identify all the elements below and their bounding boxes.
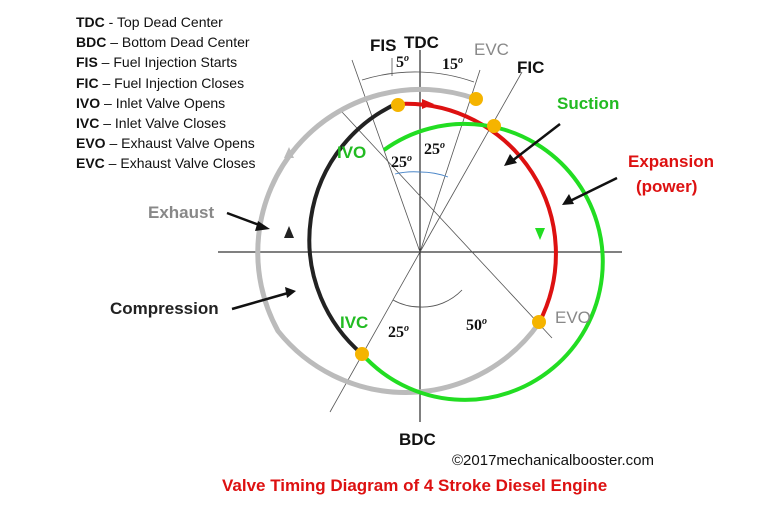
ivc-point bbox=[355, 347, 369, 361]
evo-angle-arc bbox=[419, 289, 463, 308]
evo-point bbox=[532, 315, 546, 329]
ivc-angle-value: 25o bbox=[388, 323, 409, 342]
degree-mark: o bbox=[458, 55, 463, 66]
fis-label: FIS bbox=[370, 36, 397, 55]
expansion-arc bbox=[397, 101, 558, 324]
exhaust-pointer bbox=[226, 211, 263, 228]
diagram-caption: Valve Timing Diagram of 4 Stroke Diesel … bbox=[222, 476, 608, 495]
ivo-angle-arc-b bbox=[419, 171, 449, 178]
bdc-label: BDC bbox=[399, 430, 436, 449]
legend-abbr: EVC bbox=[76, 155, 105, 172]
legend-item: EVO – Exhaust Valve Opens bbox=[76, 133, 256, 153]
power-label: (power) bbox=[636, 177, 698, 196]
fis-line bbox=[351, 59, 421, 253]
compression-arc bbox=[307, 101, 399, 356]
legend-item: EVC – Exhaust Valve Closes bbox=[76, 153, 256, 173]
evc-angle-arc bbox=[419, 71, 475, 83]
degree-mark: o bbox=[404, 323, 409, 334]
compression-label: Compression bbox=[110, 299, 219, 318]
compression-direction-arrow bbox=[284, 226, 294, 238]
angle-number: 25 bbox=[424, 141, 440, 158]
evo-label: EVO bbox=[555, 308, 591, 327]
expansion-pointer bbox=[569, 176, 618, 203]
evo-angle-value: 50o bbox=[466, 316, 487, 335]
ivo-angle-arc bbox=[394, 171, 421, 175]
angle-number: 25 bbox=[391, 154, 407, 171]
copyright-text: ©2017mechanicalbooster.com bbox=[452, 452, 655, 469]
fis-angle-arc bbox=[361, 71, 421, 81]
exhaust-label: Exhaust bbox=[148, 203, 215, 222]
ivo-evo-line bbox=[341, 111, 553, 339]
legend-abbr: IVC bbox=[76, 115, 100, 132]
legend-sep: – bbox=[100, 94, 116, 111]
legend-text: Inlet Valve Opens bbox=[115, 94, 226, 111]
degree-mark: o bbox=[482, 316, 487, 327]
legend-item: FIS – Fuel Injection Starts bbox=[76, 52, 256, 72]
degree-mark: o bbox=[407, 153, 412, 164]
ivo-label: IVO bbox=[337, 143, 367, 162]
evc-point bbox=[469, 92, 483, 106]
degree-mark: o bbox=[404, 53, 409, 64]
exhaust-direction-arrow bbox=[284, 147, 294, 158]
legend-abbr: BDC bbox=[76, 34, 107, 51]
fic-label: FIC bbox=[517, 58, 545, 77]
legend-sep: - bbox=[104, 14, 117, 30]
ivo-angle-value: 25o bbox=[391, 153, 412, 172]
legend-text: Fuel Injection Closes bbox=[114, 74, 245, 91]
legend-abbr: EVO bbox=[76, 135, 106, 152]
compression-pointer-head bbox=[285, 287, 296, 298]
suction-pointer-head bbox=[504, 154, 517, 166]
legend-text: Bottom Dead Center bbox=[121, 34, 250, 51]
legend-text: Top Dead Center bbox=[116, 14, 223, 30]
suction-direction-arrow bbox=[535, 228, 545, 240]
legend-text: Inlet Valve Closes bbox=[114, 115, 226, 132]
legend-text: Fuel Injection Starts bbox=[113, 54, 238, 71]
suction-label: Suction bbox=[557, 94, 620, 113]
expansion-label: Expansion bbox=[628, 152, 714, 171]
fis-point bbox=[391, 98, 405, 112]
angle-number: 25 bbox=[388, 324, 404, 341]
abbreviation-legend: TDC - Top Dead Center BDC – Bottom Dead … bbox=[76, 12, 256, 174]
legend-item: BDC – Bottom Dead Center bbox=[76, 32, 256, 52]
evc-angle-value: 15o bbox=[442, 55, 463, 74]
legend-item: TDC - Top Dead Center bbox=[76, 12, 256, 32]
legend-sep: – bbox=[104, 155, 121, 172]
suction-pointer bbox=[511, 123, 561, 162]
evc-label: EVC bbox=[474, 40, 509, 59]
legend-sep: – bbox=[97, 54, 114, 71]
legend-abbr: FIS bbox=[76, 54, 98, 71]
legend-abbr: FIC bbox=[76, 74, 99, 91]
legend-text: Exhaust Valve Closes bbox=[120, 155, 256, 172]
compression-pointer bbox=[231, 291, 289, 311]
ivo-angle-value-b: 25o bbox=[424, 140, 445, 159]
expansion-pointer-head bbox=[562, 194, 574, 205]
suction-arc bbox=[360, 121, 605, 402]
legend-sep: – bbox=[99, 115, 115, 132]
degree-mark: o bbox=[440, 140, 445, 151]
legend-text: Exhaust Valve Opens bbox=[121, 135, 255, 152]
fis-angle-value: 5o bbox=[396, 53, 409, 72]
legend-item: IVO – Inlet Valve Opens bbox=[76, 93, 256, 113]
legend-item: FIC – Fuel Injection Closes bbox=[76, 73, 256, 93]
exhaust-pointer-head bbox=[255, 221, 270, 231]
fic-line bbox=[419, 71, 523, 253]
tdc-label: TDC bbox=[404, 33, 439, 52]
angle-number: 50 bbox=[466, 317, 482, 334]
expansion-direction-arrow bbox=[422, 99, 434, 109]
angle-number: 5 bbox=[396, 54, 404, 71]
ivc-label: IVC bbox=[340, 313, 369, 332]
legend-sep: – bbox=[98, 74, 115, 91]
fic-point bbox=[487, 119, 501, 133]
ivc-line bbox=[329, 251, 421, 413]
exhaust-arc bbox=[255, 86, 542, 395]
legend-item: IVC – Inlet Valve Closes bbox=[76, 113, 256, 133]
legend-sep: – bbox=[105, 135, 122, 152]
legend-abbr: IVO bbox=[76, 94, 101, 111]
legend-abbr: TDC bbox=[76, 14, 105, 30]
ivc-angle-arc bbox=[392, 299, 421, 308]
angle-number: 15 bbox=[442, 56, 458, 73]
legend-sep: – bbox=[106, 34, 122, 51]
